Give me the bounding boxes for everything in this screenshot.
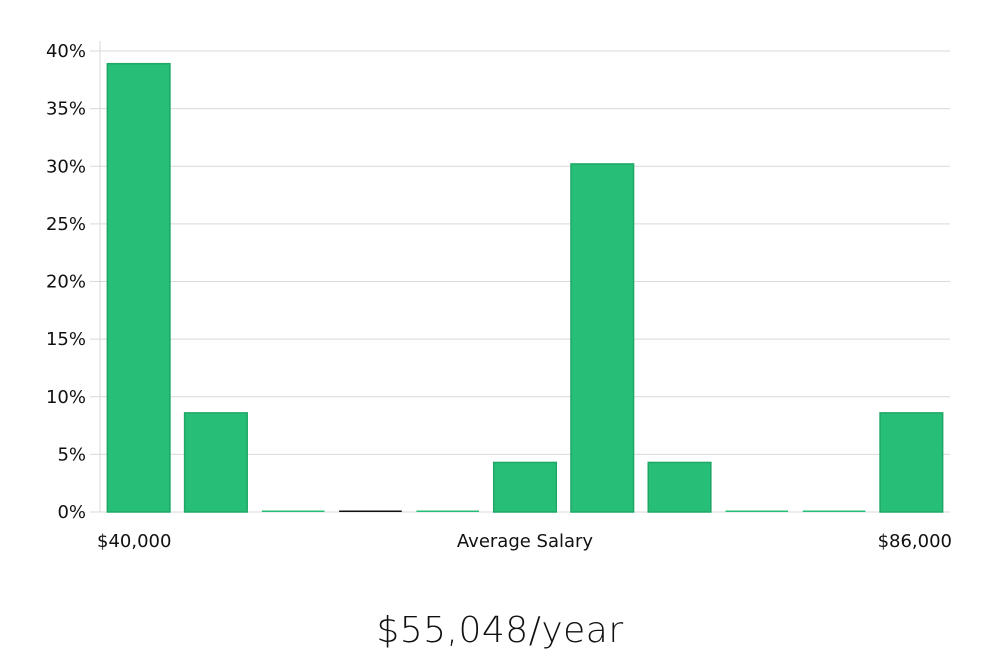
bar-6 bbox=[492, 461, 558, 513]
y-tick-label: 5% bbox=[57, 444, 86, 465]
bar-4 bbox=[339, 510, 402, 512]
bar-3 bbox=[261, 510, 325, 512]
bar-11 bbox=[879, 412, 944, 513]
y-tick-label: 10% bbox=[46, 387, 86, 408]
bar-5 bbox=[416, 510, 480, 512]
bar-10 bbox=[802, 510, 866, 512]
y-tick-label: 30% bbox=[46, 156, 86, 177]
y-axis: 0% 5% 10% 15% 20% 25% 30% 35% 40% bbox=[46, 41, 86, 523]
y-tick-label: 20% bbox=[46, 272, 86, 293]
y-tick-label: 40% bbox=[46, 41, 86, 62]
y-tick-label: 0% bbox=[57, 502, 86, 523]
bar-8 bbox=[647, 461, 712, 513]
salary-histogram: 0% 5% 10% 15% 20% 25% 30% 35% 40% $40,000 Averag… bbox=[46, 41, 952, 552]
x-max-label: $86,000 bbox=[878, 531, 952, 552]
bar-9 bbox=[725, 510, 789, 512]
x-axis: $40,000 Average Salary $86,000 bbox=[97, 531, 952, 552]
y-tick-label: 15% bbox=[46, 329, 86, 350]
x-axis-title: Average Salary bbox=[457, 531, 594, 552]
bar-2 bbox=[183, 412, 248, 513]
bars bbox=[106, 62, 944, 513]
y-tick-label: 25% bbox=[46, 214, 86, 235]
bar-7 bbox=[570, 163, 635, 513]
x-min-label: $40,000 bbox=[97, 531, 171, 552]
bar-1 bbox=[106, 62, 171, 513]
average-salary-value: $55,048/year bbox=[376, 610, 624, 651]
y-tick-label: 35% bbox=[46, 99, 86, 120]
